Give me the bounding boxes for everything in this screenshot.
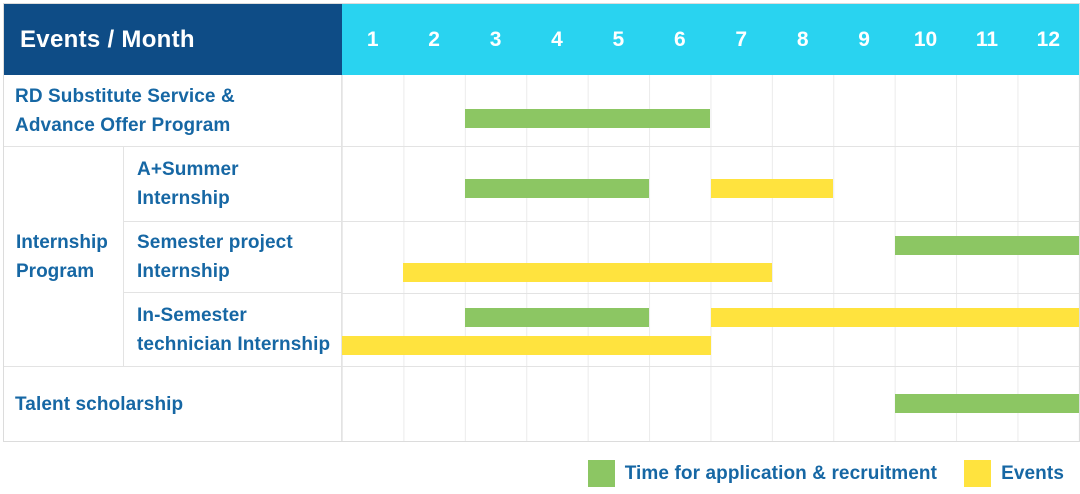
row-label-rd-substitute: RD Substitute Service & Advance Offer Pr… — [4, 75, 341, 147]
row-label-talent-scholarship: Talent scholarship — [4, 367, 341, 441]
label-line: technician Internship — [137, 333, 331, 355]
chart-row — [342, 147, 1079, 222]
legend-swatch-events — [964, 460, 992, 487]
month-header-cell: 1 — [366, 27, 379, 51]
chart-row — [342, 367, 1079, 441]
gantt-bar-event — [710, 308, 1079, 327]
internship-program-group: Internship Program A+Summer Internship S… — [4, 147, 341, 367]
month-header-cell: 10 — [913, 27, 938, 51]
month-header-cell: 5 — [612, 27, 625, 51]
label-line: In-Semester — [137, 304, 247, 326]
chart-row — [342, 222, 1079, 294]
row-label-in-semester-technician-internship: In-Semester technician Internship — [124, 293, 341, 366]
legend-label-events: Events — [1001, 462, 1064, 484]
gantt-bar-application — [464, 179, 650, 198]
chart-row — [342, 294, 1079, 367]
month-header-cell: 9 — [858, 27, 870, 51]
label-line: Program — [16, 260, 95, 282]
label-line: Internship — [137, 187, 230, 209]
month-header-cell: 2 — [428, 27, 440, 51]
sub-label-column: A+Summer Internship Semester project Int… — [124, 147, 341, 366]
row-label-semester-project-internship: Semester project Internship — [124, 222, 341, 294]
gantt-bar-application — [464, 109, 711, 128]
group-label-internship-program: Internship Program — [4, 147, 124, 366]
legend-swatch-application — [587, 460, 615, 487]
legend-item-events: Events — [964, 460, 1064, 487]
label-line: A+Summer — [137, 158, 239, 180]
legend-item-application: Time for application & recruitment — [587, 460, 938, 487]
gantt-bar-event — [710, 179, 834, 198]
month-header-row: 1 2 3 4 5 6 7 8 9 10 11 12 — [342, 4, 1079, 75]
row-label-a-summer-internship: A+Summer Internship — [124, 147, 341, 222]
legend: Time for application & recruitment Event… — [587, 460, 1064, 487]
month-header-cell: 12 — [1036, 27, 1061, 51]
label-line: Advance Offer Program — [15, 114, 231, 136]
gantt-bar-application — [894, 394, 1079, 413]
legend-label-application: Time for application & recruitment — [624, 462, 938, 484]
table-corner-header: Events / Month — [4, 4, 342, 75]
gantt-bar-event — [342, 336, 711, 355]
gantt-bar-event — [403, 263, 772, 282]
label-line: Internship — [137, 260, 230, 282]
month-header-cell: 7 — [735, 27, 748, 51]
label-line: Talent scholarship — [15, 393, 184, 415]
gantt-bar-application — [464, 308, 650, 327]
gantt-bar-application — [894, 236, 1079, 255]
chart-row — [342, 75, 1079, 147]
label-line: RD Substitute Service & — [15, 85, 235, 107]
month-header-cell: 6 — [673, 27, 686, 51]
month-header-cell: 11 — [975, 27, 999, 51]
table-body: RD Substitute Service & Advance Offer Pr… — [4, 75, 1079, 441]
label-line: Semester project — [137, 231, 293, 253]
events-month-title: Events / Month — [20, 25, 195, 53]
label-column: RD Substitute Service & Advance Offer Pr… — [4, 75, 342, 441]
label-line: Internship — [16, 231, 108, 253]
table-header-row: Events / Month 1 2 3 4 5 6 7 8 9 10 11 12 — [4, 4, 1079, 75]
month-header-cell: 3 — [489, 27, 502, 51]
events-month-table: Events / Month 1 2 3 4 5 6 7 8 9 10 11 12 RD Substi… — [3, 3, 1080, 442]
month-header-cell: 4 — [551, 27, 563, 51]
chart-grid — [342, 75, 1079, 441]
month-header-cell: 8 — [796, 27, 809, 51]
